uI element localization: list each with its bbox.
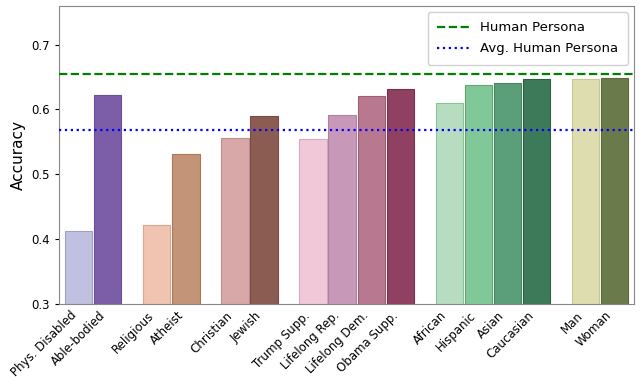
Bar (493, 83, 521, 385)
Bar (221, 138, 248, 385)
Bar (172, 154, 200, 385)
Legend: Human Persona, Avg. Human Persona: Human Persona, Avg. Human Persona (428, 12, 628, 65)
Bar (523, 79, 550, 385)
Bar (94, 95, 122, 385)
Bar (436, 103, 463, 385)
Bar (387, 89, 414, 385)
Y-axis label: Accuracy: Accuracy (11, 120, 26, 190)
Bar (65, 231, 92, 385)
Bar (465, 85, 492, 385)
Bar (601, 78, 628, 385)
Bar (143, 225, 170, 385)
Bar (300, 139, 326, 385)
Bar (250, 116, 278, 385)
Bar (328, 115, 356, 385)
Bar (572, 79, 599, 385)
Bar (358, 96, 385, 385)
